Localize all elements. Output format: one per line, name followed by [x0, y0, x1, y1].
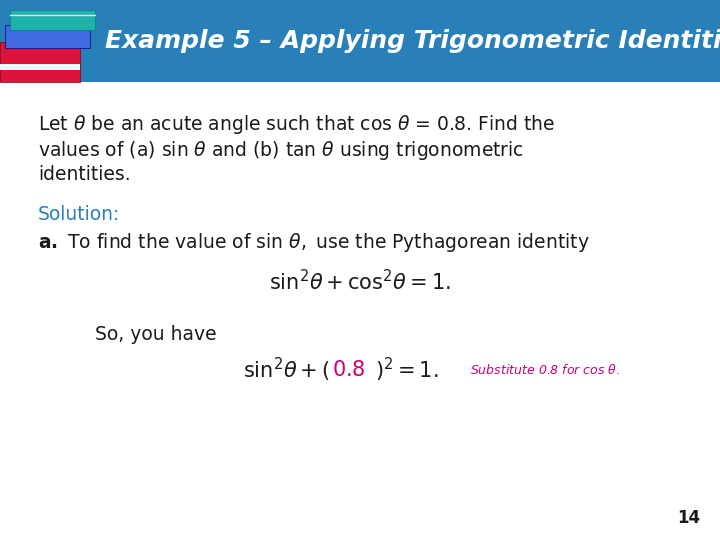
Text: Example 5 – Applying Trigonometric Identities: Example 5 – Applying Trigonometric Ident… — [105, 29, 720, 53]
Polygon shape — [10, 10, 95, 30]
Text: 14: 14 — [677, 509, 700, 527]
Text: Substitute 0.8 for cos $\theta.$: Substitute 0.8 for cos $\theta.$ — [470, 363, 620, 377]
Polygon shape — [0, 42, 80, 82]
Text: $0.8$: $0.8$ — [332, 360, 365, 380]
Bar — [0, 64, 80, 70]
Text: $)^2 = 1.$: $)^2 = 1.$ — [375, 356, 438, 384]
Text: Let $\theta$ be an acute angle such that cos $\theta$ = 0.8. Find the: Let $\theta$ be an acute angle such that… — [38, 113, 555, 137]
Bar — [0, 0, 720, 82]
Text: values of (a) sin $\theta$ and (b) tan $\theta$ using trigonometric: values of (a) sin $\theta$ and (b) tan $… — [38, 138, 524, 161]
Text: $\sin^2\!\theta + ($: $\sin^2\!\theta + ($ — [243, 356, 330, 384]
Text: identities.: identities. — [38, 165, 130, 185]
Text: $\mathbf{a.}$ To find the value of sin $\theta,$ use the Pythagorean identity: $\mathbf{a.}$ To find the value of sin $… — [38, 231, 590, 253]
Polygon shape — [5, 25, 90, 48]
Text: So, you have: So, you have — [95, 326, 217, 345]
Text: $\sin^2\!\theta + \cos^2\!\theta = 1.$: $\sin^2\!\theta + \cos^2\!\theta = 1.$ — [269, 269, 451, 295]
Text: Solution:: Solution: — [38, 206, 120, 225]
